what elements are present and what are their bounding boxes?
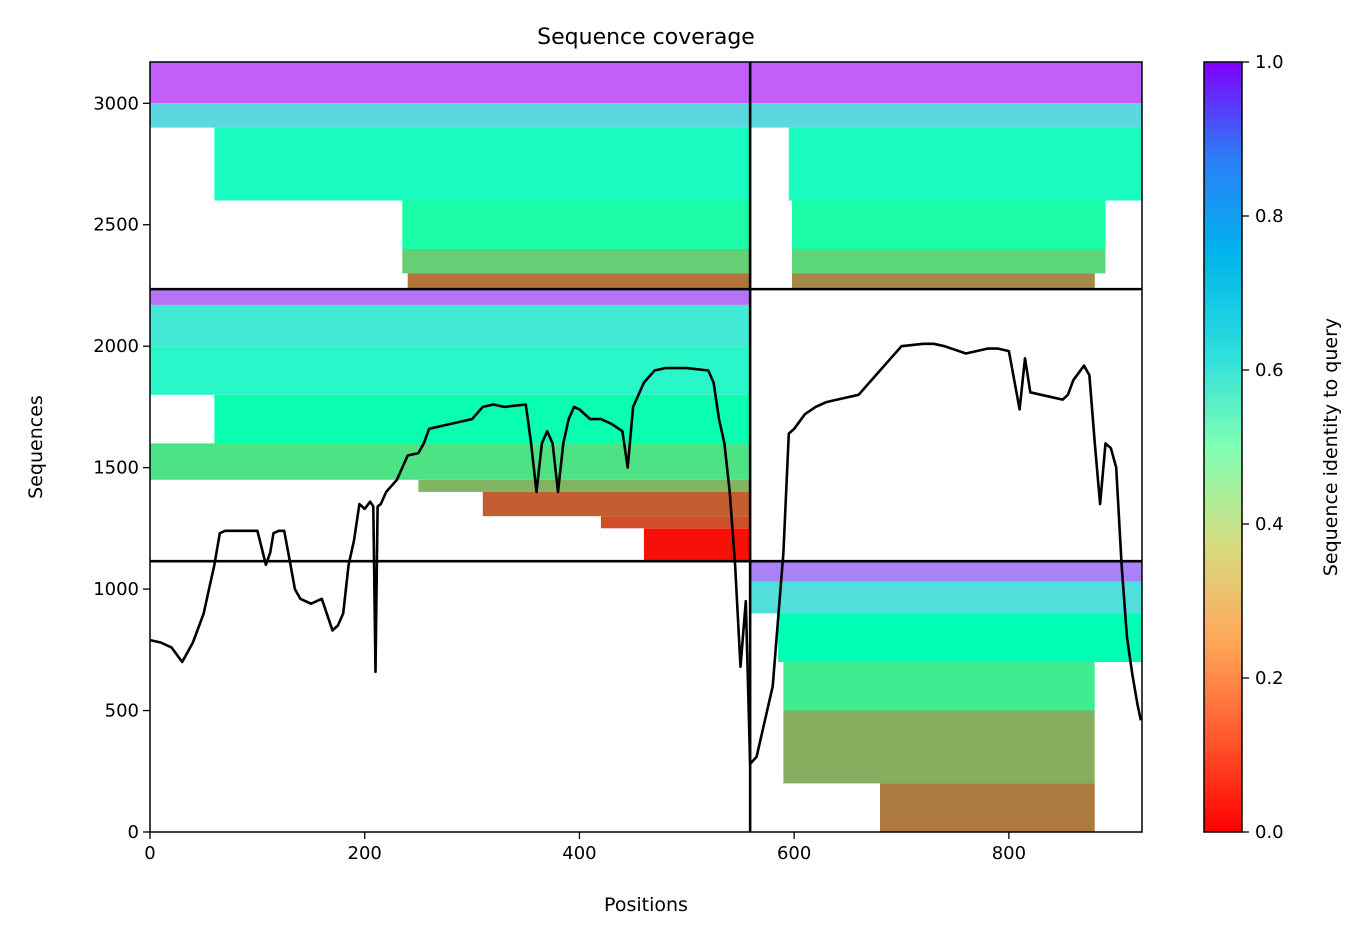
y-tick-label: 3000 xyxy=(93,93,139,114)
colorbar-label: Sequence identity to query xyxy=(1320,318,1342,576)
coverage-block xyxy=(750,561,1142,832)
identity-band xyxy=(792,273,1095,290)
coverage-block xyxy=(150,289,751,562)
colorbar-tick-label: 0.4 xyxy=(1255,514,1284,535)
identity-band xyxy=(402,249,751,274)
identity-band xyxy=(750,581,1142,614)
y-tick-label: 2000 xyxy=(93,336,139,357)
identity-band xyxy=(750,62,1142,104)
x-tick-label: 600 xyxy=(777,843,811,864)
colorbar-ticks: 0.0 0.2 0.4 0.6 0.8 1.0 xyxy=(1242,52,1284,843)
colorbar-tick-label: 0.8 xyxy=(1255,206,1284,227)
identity-band xyxy=(792,249,1106,274)
identity-band xyxy=(778,613,1142,662)
identity-band xyxy=(150,62,751,104)
x-tick-label: 800 xyxy=(992,843,1026,864)
identity-band xyxy=(482,491,751,517)
colorbar-tick-label: 0.6 xyxy=(1255,360,1284,381)
identity-band xyxy=(783,710,1095,784)
identity-band xyxy=(214,394,751,444)
identity-band xyxy=(418,479,751,492)
coverage-block xyxy=(750,62,1142,290)
identity-band xyxy=(750,103,1142,128)
coverage-line xyxy=(150,342,1142,766)
identity-band xyxy=(750,561,1142,582)
coverage-block xyxy=(150,62,751,290)
y-tick-label: 500 xyxy=(105,701,139,722)
identity-band xyxy=(150,443,751,480)
y-tick-label: 2500 xyxy=(93,215,139,236)
heatmap-layer xyxy=(150,62,1142,832)
y-axis: 0 500 1000 1500 2000 2500 3000 xyxy=(93,93,150,843)
colorbar-tick-label: 0.0 xyxy=(1255,822,1284,843)
colorbar-tick-label: 0.2 xyxy=(1255,668,1284,689)
x-tick-label: 400 xyxy=(562,843,596,864)
chart-title: Sequence coverage xyxy=(537,25,755,50)
identity-band xyxy=(150,304,751,347)
identity-band xyxy=(150,289,751,305)
y-tick-label: 1000 xyxy=(93,579,139,600)
y-axis-label: Sequences xyxy=(25,395,47,499)
x-tick-label: 200 xyxy=(348,843,382,864)
identity-band xyxy=(600,516,751,529)
identity-band xyxy=(150,103,751,128)
identity-band xyxy=(783,662,1095,711)
colorbar-gradient xyxy=(1204,62,1242,832)
x-tick-label: 0 xyxy=(144,843,155,864)
identity-band xyxy=(214,127,751,201)
identity-band xyxy=(880,783,1095,832)
identity-band xyxy=(402,200,751,250)
colorbar-frame xyxy=(1203,61,1243,833)
plot-area xyxy=(149,61,1143,833)
colorbar-tick-label: 1.0 xyxy=(1255,52,1284,73)
identity-band xyxy=(792,200,1106,250)
identity-band xyxy=(150,346,751,395)
plot-frame xyxy=(149,61,1143,833)
y-tick-label: 1500 xyxy=(93,458,139,479)
y-tick-label: 0 xyxy=(128,822,139,843)
identity-band xyxy=(407,273,751,290)
colorbar: 0.0 0.2 0.4 0.6 0.8 1.0 Sequence identity to … xyxy=(1203,52,1342,843)
x-axis-label: Positions xyxy=(604,894,688,916)
identity-band xyxy=(788,127,1142,201)
x-axis: 0 200 400 600 800 xyxy=(144,832,1026,864)
block-boundary-lines xyxy=(150,62,1142,832)
